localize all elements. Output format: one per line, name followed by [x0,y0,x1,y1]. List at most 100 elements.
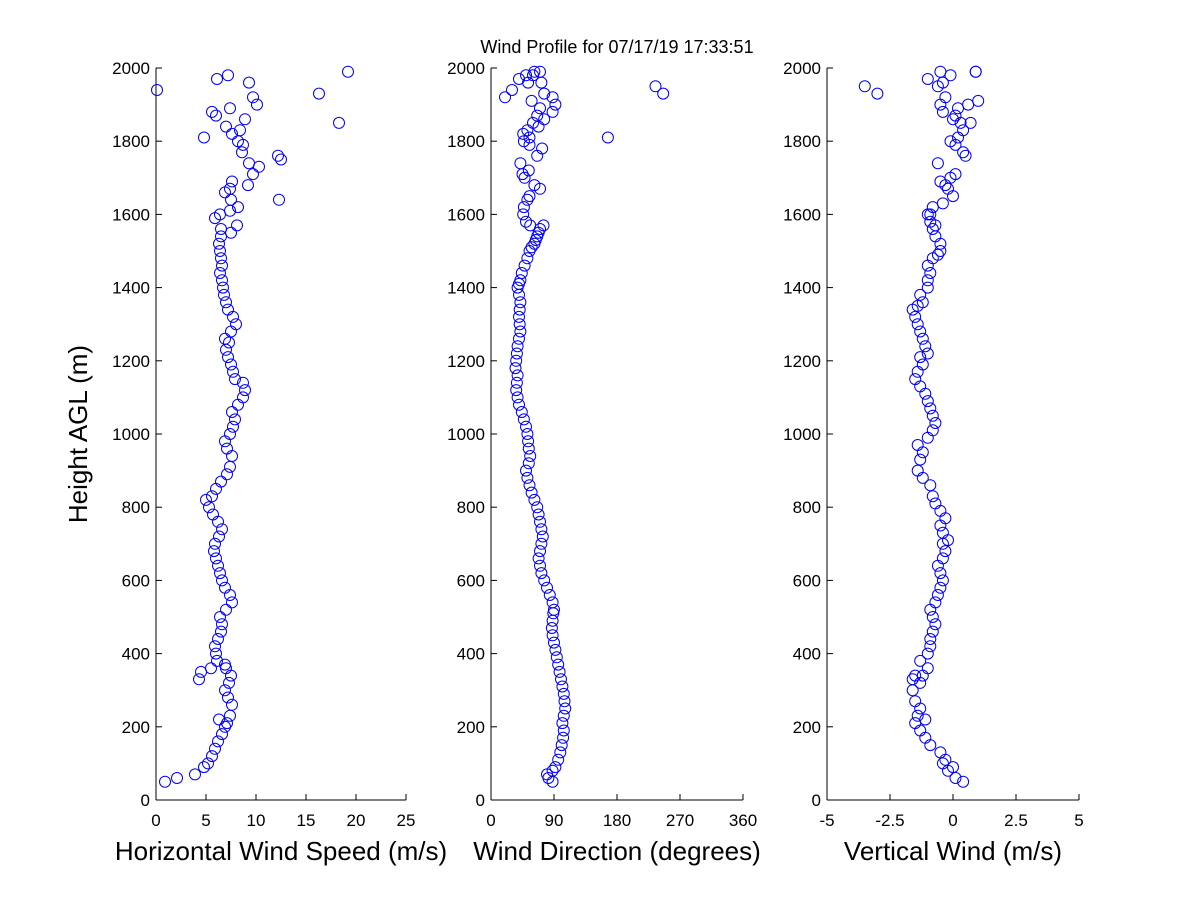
vertical-data-point [916,358,929,371]
direction-data-point [524,219,537,232]
speed-data-point [202,757,214,770]
figure-title: Wind Profile for 07/17/19 17:33:51 [480,37,753,57]
vertical-data-point [957,124,970,137]
vertical-data-point [921,662,934,675]
direction-data-point [557,724,570,737]
speed-data-point [205,662,217,675]
vertical-data-point [947,113,959,126]
speed-data-point [224,709,236,722]
direction-data-point [513,398,525,411]
vertical-data-point [911,318,924,331]
speed-data-point [209,537,221,550]
direction-data-point [523,479,536,492]
vertical-data-point [936,552,949,565]
direction-data-point [537,219,550,232]
vertical-data-point [914,654,927,667]
direction-y-tick-label: 1200 [447,352,485,371]
direction-data-point [536,142,549,155]
vertical-data-point [934,504,947,517]
vertical-data-point [924,739,937,752]
direction-data-point [520,420,532,433]
vertical-data-point [936,105,949,118]
speed-data-point [219,684,231,697]
vertical-data-point [911,464,924,477]
direction-data-point [499,91,511,104]
direction-data-point [535,537,548,550]
speed-y-tick-label: 200 [122,718,150,737]
vertical-x-tick-label: 0 [948,811,957,830]
direction-data-point [549,761,562,774]
direction-y-tick-label: 1600 [447,205,485,224]
vertical-data-point [909,669,922,682]
direction-data-point [522,442,535,455]
vertical-data-point [949,168,962,181]
direction-data-point [534,515,546,528]
speed-data-point [211,654,223,667]
speed-data-point [247,168,259,181]
direction-data-point [523,131,536,144]
vertical-data-point [934,581,947,594]
speed-data-point [232,398,244,411]
speed-data-point [216,259,228,272]
direction-data-point [514,296,527,309]
direction-data-point [521,428,534,440]
speed-data-point [189,768,201,781]
vertical-data-point [921,431,934,444]
direction-data-point [522,164,535,177]
speed-data-point [220,662,232,675]
speed-data-point [214,611,226,623]
vertical-data-point [934,65,947,78]
speed-y-tick-label: 1200 [112,352,150,371]
direction-data-point [535,76,548,89]
direction-data-point [657,87,670,100]
direction-data-point [535,523,548,536]
vertical-data-point [936,526,949,539]
speed-data-point [218,288,230,301]
speed-data-point [198,761,210,774]
speed-x-tick-label: 25 [397,811,416,830]
direction-data-point [552,658,565,671]
speed-data-point [206,490,218,503]
vertical-data-point [924,208,937,221]
vertical-x-tick-label: 5 [1074,811,1083,830]
direction-data-point [514,325,527,338]
direction-data-point [534,102,546,115]
vertical-y-tick-label: 1800 [783,132,821,151]
direction-data-point [548,603,560,616]
vertical-data-point [916,332,929,345]
direction-data-point [510,354,523,367]
vertical-data-point [921,208,934,221]
speed-data-point [203,501,215,514]
speed-data-point [219,332,231,345]
speed-data-point [234,124,246,137]
vertical-data-point [952,102,964,115]
direction-data-point [525,94,538,107]
vertical-x-tick-label: -5 [819,811,834,830]
vertical-data-point [926,611,939,623]
vertical-data-point [926,625,939,638]
speed-data-point [275,153,287,166]
direction-data-point [510,347,523,360]
vertical-data-point [964,116,977,129]
speed-data-point [216,618,228,631]
vertical-x-axis-title: Vertical Wind (m/s) [844,836,1062,866]
vertical-data-point [939,753,952,766]
vertical-data-point [924,402,937,415]
vertical-data-point [914,380,927,393]
direction-panel: 0 90 180 270 360 0 200 400 600 800 1000 1200 1400 160… [447,59,761,866]
direction-data-point [541,581,553,594]
direction-data-point [543,589,556,601]
vertical-data-point [914,288,927,301]
speed-data-point [206,750,218,763]
direction-data-point [528,65,541,78]
vertical-data-point [931,157,944,170]
direction-data-point [520,215,532,228]
speed-y-tick-label: 1800 [112,132,150,151]
vertical-data-point [906,673,919,686]
speed-data-point [225,325,237,338]
speed-data-point [242,179,254,192]
speed-y-axis-title: Height AGL (m) [63,345,93,523]
speed-data-point [220,603,232,616]
direction-data-point [536,530,549,543]
